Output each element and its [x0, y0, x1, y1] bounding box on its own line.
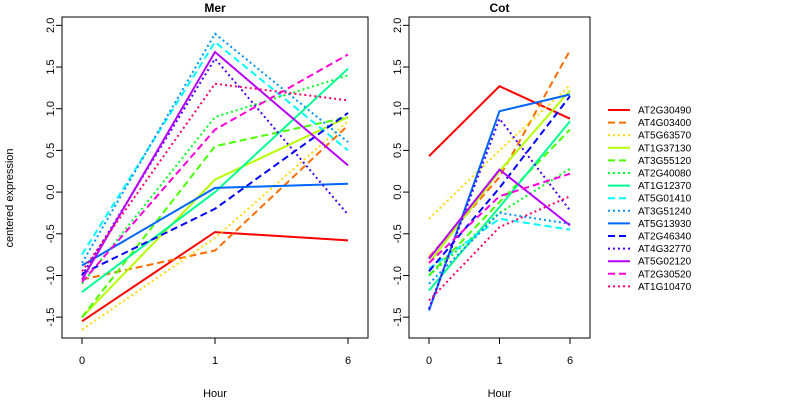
- series-line-at1g12370: [428, 120, 571, 292]
- series-line-at2g30520: [428, 172, 571, 264]
- legend-item: AT2G46340: [608, 232, 692, 243]
- y-tick-label: -0.5: [45, 224, 57, 243]
- x-tick-label: 1: [212, 355, 218, 367]
- y-tick-label: 1.0: [45, 101, 57, 116]
- x-tick-label: 6: [345, 355, 351, 367]
- series-line-at2g46340: [428, 95, 571, 272]
- legend-label: AT2G40080: [638, 169, 692, 180]
- series-line-at3g51240: [81, 32, 349, 264]
- y-tick-label: 1.5: [45, 59, 57, 74]
- series-line-at1g10470: [81, 82, 349, 272]
- series-line-at2g30520: [81, 53, 349, 283]
- panels: Mer-1.5-1.0-0.50.00.51.01.52.00 1 6HourCot…: [45, 1, 591, 400]
- x-axis-label: Hour: [488, 388, 512, 400]
- legend-item: AT1G10470: [608, 282, 692, 293]
- y-tick-label: 2.0: [45, 18, 57, 33]
- y-tick-label: -1.5: [392, 308, 404, 327]
- legend-item: AT5G02120: [608, 257, 692, 268]
- series-line-at1g37130: [428, 89, 571, 264]
- series-line-at1g10470: [428, 195, 571, 302]
- y-tick-label: -1.0: [45, 266, 57, 285]
- series-line-at5g63570: [81, 120, 349, 331]
- legend-label: AT5G01410: [638, 194, 692, 205]
- legend-item: AT5G01410: [608, 194, 692, 205]
- panel-mer: Mer -1.5 -1.0 -0.5 0.0 0.5 1.0 1.5 2.0 0 1 6 Hour: [45, 1, 369, 400]
- panel-cot: Cot -1.5 -1.0 -0.5 0.0 0.5 1.0 1.5 2.0 0 1 6 Hour: [392, 1, 591, 400]
- y-tick-label: -0.5: [392, 224, 404, 243]
- legend-label: AT5G13930: [638, 219, 692, 230]
- series-line-at3g55120: [428, 128, 571, 277]
- legend-label: AT1G37130: [638, 143, 692, 154]
- legend-label: AT4G03400: [638, 118, 692, 129]
- series-line-at5g01410: [428, 217, 571, 270]
- legend-label: AT2G30490: [638, 106, 692, 117]
- legend-label: AT3G55120: [638, 156, 692, 167]
- legend-item: AT2G40080: [608, 169, 692, 180]
- y-tick-label: 0.5: [392, 143, 404, 158]
- y-tick-label: 0.5: [45, 143, 57, 158]
- y-tick-label: -1.5: [45, 308, 57, 327]
- legend-label: AT5G63570: [638, 131, 692, 142]
- series-line-at2g46340: [81, 112, 349, 275]
- legend-item: AT5G13930: [608, 219, 692, 230]
- y-tick-label: 0.0: [45, 184, 57, 199]
- series-line-at2g30490: [81, 231, 349, 323]
- legend-item: AT5G63570: [608, 131, 692, 142]
- legend-label: AT1G12370: [638, 181, 692, 192]
- panel-title: Mer: [204, 1, 226, 15]
- series-line-at5g13930: [81, 182, 349, 267]
- y-tick-label: 1.0: [392, 101, 404, 116]
- x-tick-label: 0: [79, 355, 85, 367]
- legend-label: AT2G30520: [638, 269, 692, 280]
- series-line-at1g37130: [81, 116, 349, 318]
- x-tick-label: 1: [496, 355, 502, 367]
- series-line-at5g02120: [428, 168, 571, 260]
- legend-label: AT5G02120: [638, 257, 692, 268]
- legend-label: AT3G51240: [638, 206, 692, 217]
- y-tick-label: 2.0: [392, 18, 404, 33]
- legend-item: AT3G51240: [608, 206, 692, 217]
- legend-label: AT4G32770: [638, 244, 692, 255]
- y-tick-label: 0.0: [392, 184, 404, 199]
- legend-item: AT4G03400: [608, 118, 692, 129]
- series-line-at4g32770: [81, 57, 349, 277]
- series-line-at5g63570: [428, 84, 571, 220]
- legend-item: AT1G37130: [608, 143, 692, 154]
- legend-item: AT4G32770: [608, 244, 692, 255]
- legend-item: AT2G30520: [608, 269, 692, 280]
- legend-item: AT1G12370: [608, 181, 692, 192]
- legend-item: AT3G55120: [608, 156, 692, 167]
- series-line-at1g12370: [81, 67, 349, 293]
- legend-label: AT2G46340: [638, 232, 692, 243]
- panel-title: Cot: [490, 1, 510, 15]
- y-tick-label: -1.0: [392, 266, 404, 285]
- y-tick-label: 1.5: [392, 59, 404, 74]
- series-line-at5g01410: [81, 40, 349, 256]
- x-axis-label: Hour: [203, 388, 227, 400]
- x-tick-label: 6: [567, 355, 573, 367]
- series-line-at3g55120: [81, 116, 349, 318]
- series-line-at2g40080: [81, 74, 349, 285]
- legend-item: AT2G30490: [608, 106, 692, 117]
- series-line-at2g40080: [428, 167, 571, 277]
- series-line-at5g02120: [81, 50, 349, 281]
- y-axis-label: centered expression: [4, 148, 16, 247]
- x-tick-label: 0: [426, 355, 432, 367]
- series-line-at4g03400: [81, 124, 349, 281]
- legend-label: AT1G10470: [638, 282, 692, 293]
